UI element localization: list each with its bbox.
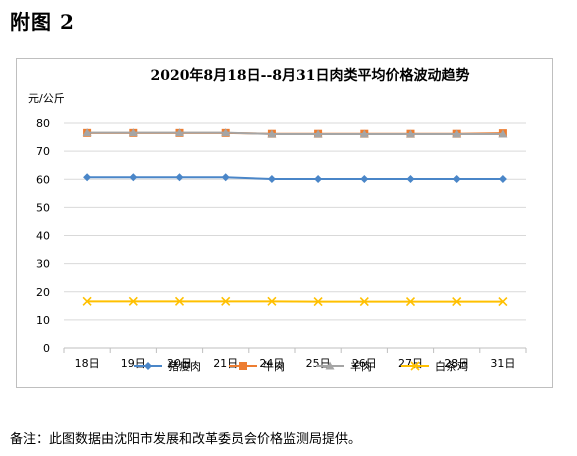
x-tick-label: 24日 [259,357,284,370]
data-point [82,296,92,306]
y-tick-label: 80 [36,117,50,130]
x-tick-label: 26日 [352,357,377,370]
y-tick-label: 50 [36,201,50,214]
data-point [313,297,323,307]
data-point [452,174,461,183]
data-point [267,129,277,138]
data-point [221,173,230,182]
x-tick-label: 20日 [167,357,192,370]
x-tick-label: 21日 [213,357,238,370]
chart-frame [16,58,553,388]
x-tick-label: 28日 [444,357,469,370]
data-point [498,297,508,307]
data-point [359,297,369,307]
y-tick-label: 0 [43,342,50,355]
y-tick-label: 30 [36,258,50,271]
data-point [221,128,231,137]
legend-marker [325,361,335,370]
y-tick-label: 70 [36,145,50,158]
data-point [175,128,184,137]
data-point [129,173,138,182]
data-point [498,174,507,183]
y-tick-label: 40 [36,230,50,243]
x-tick-label: 18日 [75,357,100,370]
data-point [452,297,462,307]
data-point [221,296,231,306]
legend-label: 羊肉 [350,359,372,373]
data-source-note: 备注：此图数据由沈阳市发展和改革委员会价格监测局提供。 [10,432,362,447]
data-point [267,174,276,183]
data-point [360,174,369,183]
data-point [174,296,185,306]
data-point [406,129,415,138]
figure-label: 附图 2 [10,10,75,34]
legend-label: 猪瘦肉 [168,359,201,373]
y-tick-label: 10 [36,314,50,327]
data-point [175,173,184,182]
data-point [498,129,508,138]
legend-marker [410,361,420,371]
x-tick-label: 27日 [398,357,423,370]
data-point [83,173,92,182]
data-point [128,296,138,306]
data-point [405,297,416,307]
data-point [128,128,138,137]
y-tick-label: 60 [36,173,50,186]
data-point [452,129,462,138]
data-point [313,129,323,138]
legend-label: 牛肉 [263,359,285,373]
y-tick-label: 20 [36,286,50,299]
legend-marker [144,362,152,370]
data-point [314,174,323,183]
series-line [87,176,503,180]
chart-title: 2020年8月18日--8月31日肉类平均价格波动趋势 [150,67,469,84]
data-point [406,174,415,183]
y-axis-label: 元/公斤 [28,92,65,105]
data-point [82,128,92,137]
legend-marker [239,362,247,370]
x-tick-label: 31日 [490,357,515,370]
x-tick-label: 19日 [121,357,146,370]
series-line [87,131,503,135]
legend-label: 白条鸡 [435,359,468,373]
data-point [267,296,277,306]
data-point [359,129,369,138]
